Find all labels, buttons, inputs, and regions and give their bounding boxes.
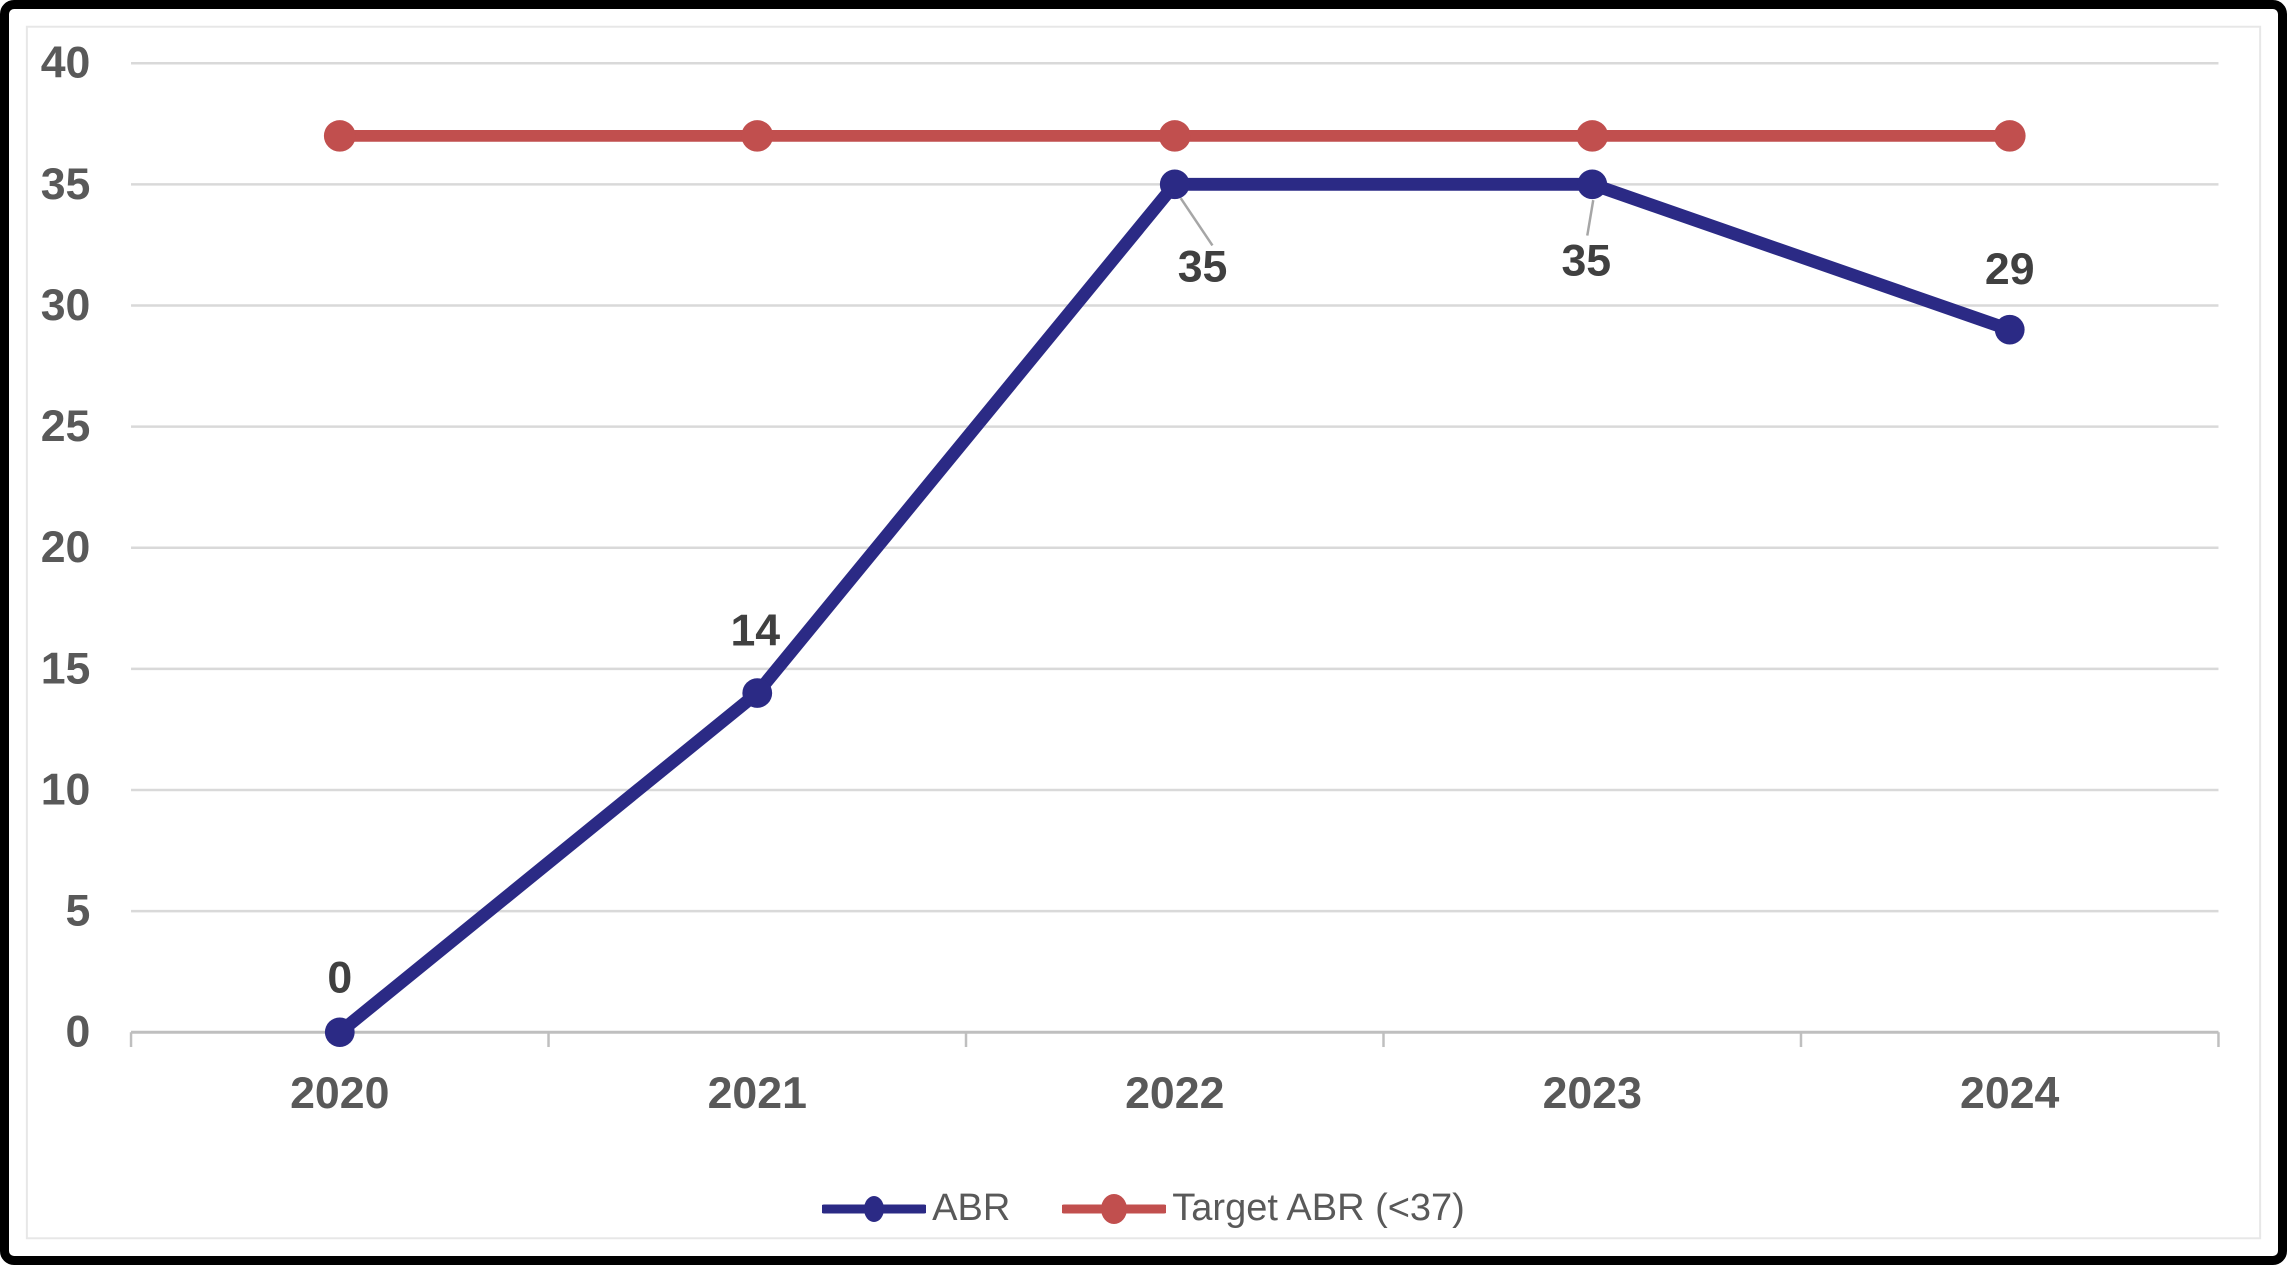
x-axis-label-2023: 2023 [1543,1069,1642,1118]
abr-marker-2020 [324,1017,355,1048]
x-axis-label-2024: 2024 [1960,1069,2060,1118]
data-label-leader-2023 [1586,199,1595,236]
y-axis-label-5: 5 [66,887,91,936]
chart-legend: ABR Target ABR (<37) [9,1187,2278,1230]
y-axis-label-20: 20 [41,523,91,572]
abr-marker-2023 [1577,169,1608,200]
data-label-2022: 35 [1178,243,1228,292]
x-axis-label-2022: 2022 [1125,1069,1224,1118]
chart-area-outline [25,25,2262,1240]
legend-item-abr: ABR [822,1187,1010,1230]
legend-item-target-abr: Target ABR (<37) [1062,1187,1465,1230]
x-axis-label-2020: 2020 [290,1069,389,1118]
y-axis-label-30: 30 [41,281,91,330]
data-label-leader-2022 [1179,197,1214,247]
line-chart-plot: 0 5 10 15 20 25 30 35 40 2020 2021 2022 2023 2024 0 14 3… [25,25,2262,1240]
data-label-2020: 0 [327,954,352,1003]
legend-label-abr: ABR [932,1187,1011,1229]
legend-label-target-abr: Target ABR (<37) [1172,1187,1465,1229]
abr-series-line [333,177,2017,1039]
target-abr-37-marker-2021 [741,120,774,152]
abr-marker-2022 [1159,169,1190,200]
target-abr-37-marker-2023 [1576,120,1609,152]
y-axis-label-10: 10 [41,766,91,815]
abr-marker-2024 [1994,314,2025,345]
target-abr-37-marker-2022 [1158,120,1191,152]
target-abr-37-marker-2024 [1993,120,2026,152]
target-abr-series-legend-icon [1062,1193,1167,1224]
y-axis-label-25: 25 [41,402,91,451]
y-axis-label-0: 0 [66,1008,91,1057]
y-axis-label-40: 40 [41,39,91,88]
data-label-2023: 35 [1561,237,1611,286]
x-axis-label-2021: 2021 [708,1069,807,1118]
target-abr-37-marker-2020 [323,120,356,152]
y-axis-label-15: 15 [41,644,91,693]
abr-marker-2021 [742,678,773,708]
y-axis-label-35: 35 [41,160,91,209]
data-label-2024: 29 [1985,245,2035,294]
abr-series-legend-icon [822,1195,927,1222]
data-label-2021: 14 [730,607,780,656]
